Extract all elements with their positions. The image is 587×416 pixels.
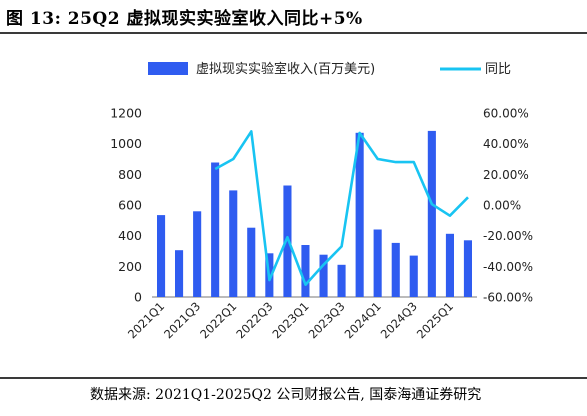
right-y-tick: 60.00%	[483, 107, 529, 121]
x-tick: 2023Q1	[269, 299, 311, 341]
left-y-tick: 800	[118, 167, 142, 182]
right-y-tick: 20.00%	[483, 168, 529, 182]
x-tick: 2021Q1	[125, 299, 167, 341]
x-tick: 2024Q1	[342, 299, 384, 341]
bar-2023Q3	[337, 264, 346, 297]
bar-2021Q4	[211, 162, 220, 297]
x-tick: 2022Q3	[233, 299, 275, 341]
legend-bar-label: 虚拟现实实验室收入(百万美元)	[196, 61, 375, 77]
figure-title: 图 13: 25Q2 虚拟现实实验室收入同比+5%	[6, 9, 363, 29]
right-y-tick: 0.00%	[483, 199, 521, 213]
bar-2022Q4	[283, 185, 292, 297]
bar-2021Q2	[175, 250, 184, 297]
bar-2022Q1	[229, 190, 238, 297]
right-y-tick: -20.00%	[483, 229, 533, 243]
bar-2024Q2	[391, 242, 400, 297]
bar-2025Q2	[463, 240, 472, 297]
bar-2024Q4	[427, 130, 436, 297]
x-tick: 2025Q1	[414, 299, 456, 341]
bar-2021Q3	[193, 211, 202, 297]
x-tick: 2023Q3	[306, 299, 348, 341]
bar-2023Q4	[355, 132, 364, 297]
left-y-tick: 0	[134, 290, 142, 305]
legend-bar-swatch	[148, 62, 188, 75]
line-series	[214, 130, 469, 287]
data-source-note: 数据来源: 2021Q1-2025Q2 公司财报公告, 国泰海通证券研究	[90, 387, 482, 403]
right-y-tick: -60.00%	[483, 291, 533, 305]
x-tick: 2022Q1	[197, 299, 239, 341]
x-axis-ticks: 2021Q12021Q32022Q12022Q32023Q12023Q32024…	[125, 299, 456, 341]
x-tick: 2024Q3	[378, 299, 420, 341]
bar-2021Q1	[157, 215, 166, 297]
left-y-tick: 1200	[110, 106, 142, 121]
footer-divider	[0, 377, 587, 379]
title-divider	[0, 32, 587, 34]
right-y-axis-ticks: -60.00% -40.00% -20.00% 0.00% 20.00% 40.00% 60…	[483, 107, 533, 305]
legend-line-label: 同比	[485, 62, 511, 77]
bar-2024Q1	[373, 229, 382, 297]
bar-2023Q2	[319, 254, 328, 297]
bar-series	[157, 130, 472, 297]
bar-2025Q1	[445, 233, 454, 297]
bar-2023Q1	[301, 245, 310, 297]
left-y-tick: 1000	[110, 136, 142, 151]
chart-legend: 虚拟现实实验室收入(百万美元) 同比	[148, 61, 511, 77]
bar-2022Q2	[247, 227, 256, 297]
left-y-tick: 400	[118, 228, 142, 243]
left-y-tick: 600	[118, 198, 142, 213]
bar-2024Q3	[409, 255, 418, 297]
x-tick: 2021Q3	[161, 299, 203, 341]
right-y-tick: 40.00%	[483, 137, 529, 151]
right-y-tick: -40.00%	[483, 260, 533, 274]
left-y-axis-ticks: 0 200 400 600 800 1000 1200	[110, 106, 142, 305]
left-y-tick: 200	[118, 259, 142, 274]
